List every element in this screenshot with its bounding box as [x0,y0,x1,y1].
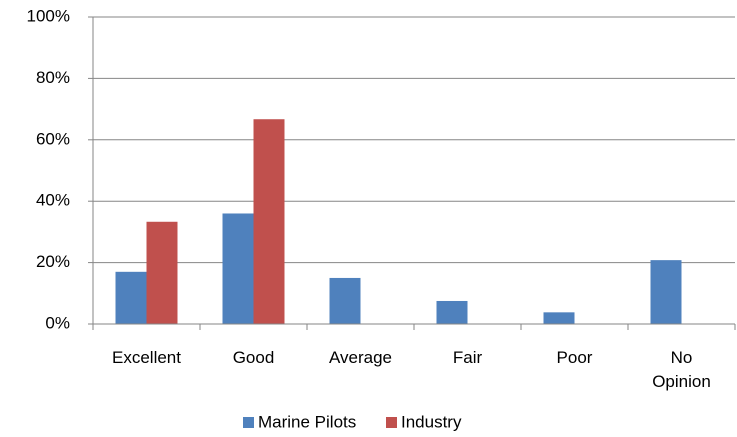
legend-swatch [386,417,397,428]
x-tick-label: Poor [556,348,593,367]
x-tick-label: Average [328,348,392,367]
bar [436,300,468,324]
bar [650,260,682,324]
x-tick-label: Fair [452,348,483,367]
bar [329,277,361,324]
bar [146,221,178,324]
y-tick-label: 60% [36,129,70,148]
y-tick-label: 20% [36,252,70,271]
x-tick-label: No Opinion [652,348,711,391]
bar [115,271,147,324]
y-tick-label: 80% [36,68,70,87]
x-tick-label: Good [232,348,275,367]
bar [543,312,575,324]
x-tick-label: Excellent [112,348,181,367]
legend-swatch [243,417,254,428]
bar [253,119,285,324]
y-tick-label: 40% [36,191,70,210]
y-tick-label: 100% [27,6,70,25]
y-tick-label: 0% [45,313,70,332]
legend-label: Marine Pilots [258,412,356,431]
bar [222,213,254,324]
legend-label: Industry [401,412,462,431]
